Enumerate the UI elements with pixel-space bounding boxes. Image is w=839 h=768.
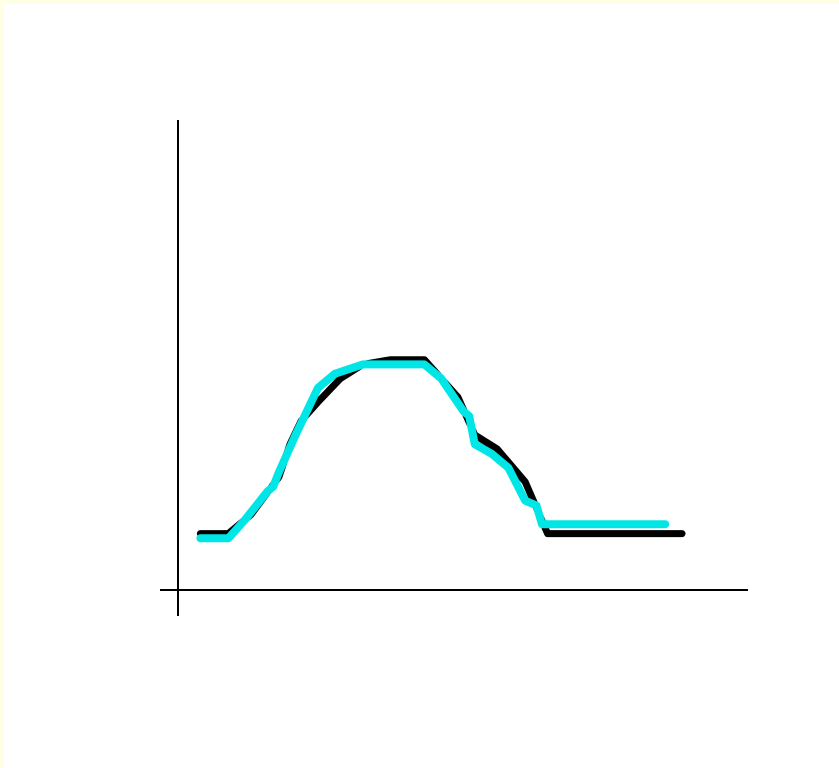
chart-canvas — [4, 4, 839, 768]
series-layer — [196, 356, 686, 543]
line-chart — [160, 120, 748, 616]
series-line-cyan — [196, 360, 670, 543]
series-line-black — [196, 356, 686, 538]
